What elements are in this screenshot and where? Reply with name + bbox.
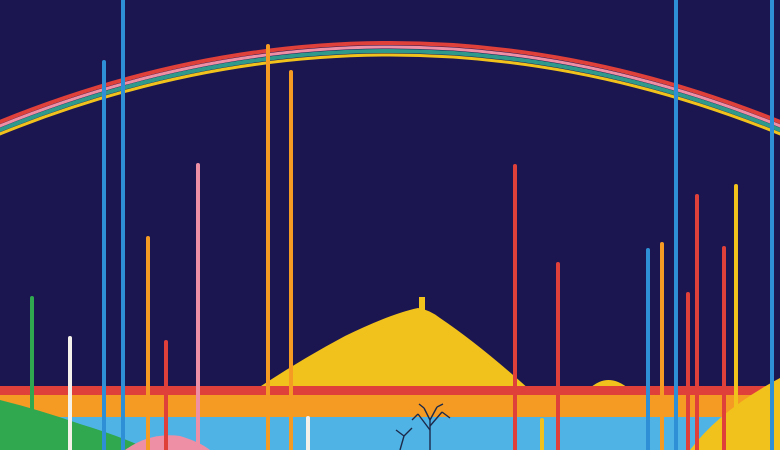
green-slope	[0, 400, 150, 450]
vertical-paint-drips	[30, 0, 774, 450]
yellow-hill	[255, 308, 530, 390]
orange-band	[0, 395, 780, 417]
hilltop-tower	[419, 297, 425, 311]
red-horizon-stripe	[0, 386, 780, 395]
bare-tree	[395, 403, 451, 450]
